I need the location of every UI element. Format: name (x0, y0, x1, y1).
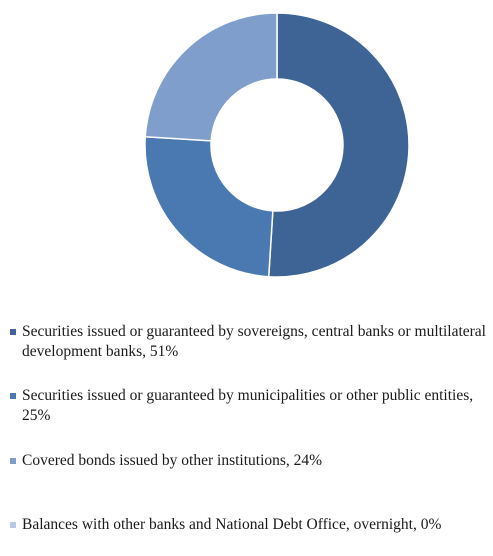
donut-slice-0 (267, 12, 410, 278)
donut-chart (144, 12, 410, 278)
legend-item-sovereigns: Securities issued or guaranteed by sover… (10, 322, 488, 362)
donut-slice-2 (144, 12, 278, 142)
legend-swatch (10, 329, 16, 335)
legend-item-covered-bonds: Covered bonds issued by other institutio… (10, 451, 488, 471)
legend-label: Securities issued or guaranteed by sover… (22, 323, 486, 360)
legend-item-balances: Balances with other banks and National D… (10, 515, 488, 535)
legend-swatch (10, 393, 16, 399)
legend-label: Balances with other banks and National D… (22, 516, 442, 533)
legend-item-municipalities: Securities issued or guaranteed by munic… (10, 386, 488, 426)
legend-swatch (10, 522, 16, 528)
legend-label: Securities issued or guaranteed by munic… (22, 387, 474, 424)
donut-slice-1 (144, 135, 274, 278)
legend-swatch (10, 458, 16, 464)
legend-label: Covered bonds issued by other institutio… (22, 452, 323, 469)
